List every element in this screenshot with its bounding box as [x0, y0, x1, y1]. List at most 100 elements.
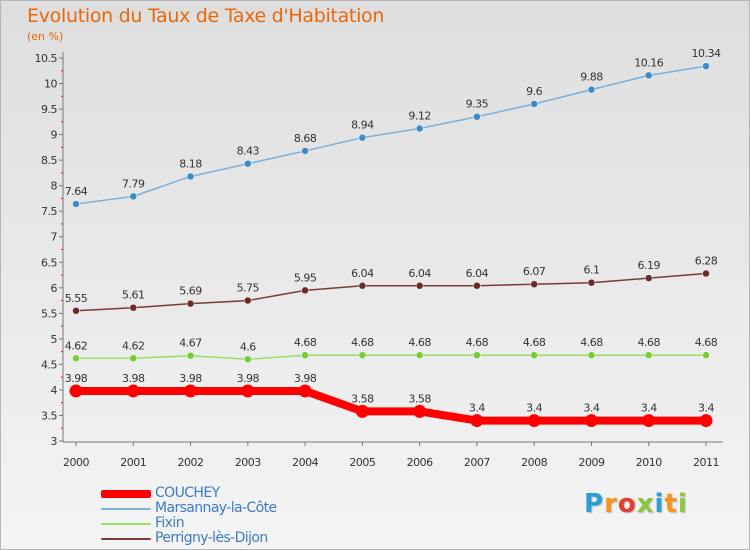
data-label: 3.98 [237, 372, 260, 385]
data-label: 6.04 [351, 267, 374, 280]
logo-letter: i [677, 489, 688, 519]
data-point [642, 414, 656, 428]
data-point [186, 299, 195, 308]
data-point [298, 384, 312, 398]
data-point [129, 303, 138, 312]
data-point [355, 404, 369, 418]
data-point [473, 112, 481, 121]
data-label: 9.12 [408, 109, 431, 122]
series-line [75, 272, 707, 312]
data-label: 3.98 [65, 372, 88, 385]
x-tick-label: 2011 [693, 456, 719, 469]
y-tick-label: 8.5 [41, 154, 57, 167]
chart-axes: 3 3.5 4 4.5 5 5.5 6 6.5 7 7.5 8 8.5 9 9.5 10 10.5 2000 20… [35, 52, 723, 469]
data-point [530, 280, 538, 288]
data-label: 6.28 [695, 255, 718, 268]
data-point [358, 133, 367, 142]
data-label: 8.18 [179, 157, 202, 170]
y-tick-label: 9 [51, 129, 58, 142]
series-line [75, 354, 707, 361]
chart-title: Evolution du Taux de Taxe d'Habitation [27, 5, 385, 27]
series-marsannay-la-cote: 7.64 7.79 8.18 8.43 8.68 8.94 9.12 9.35 9.6 9.88 1… [65, 47, 721, 208]
series-line [75, 65, 707, 205]
data-point [415, 124, 424, 133]
data-label: 4.68 [580, 336, 603, 349]
data-point [530, 351, 538, 359]
legend-swatch [101, 522, 151, 525]
data-point [358, 351, 367, 359]
data-point [587, 351, 596, 359]
data-label: 5.69 [179, 285, 202, 298]
data-label: 3.98 [122, 372, 145, 385]
data-label: 3.98 [179, 372, 202, 385]
data-label: 5.95 [294, 271, 317, 284]
legend-label: Marsannay-la-Côte [155, 500, 277, 516]
x-tick-label: 2000 [63, 456, 89, 469]
series-layer: 7.64 7.79 8.18 8.43 8.68 8.94 9.12 9.35 9.6 9.88 1… [65, 47, 721, 428]
data-point [530, 100, 538, 108]
legend-item: Marsannay-la-Côte [101, 500, 277, 516]
data-label: 4.68 [408, 336, 431, 349]
data-point [129, 192, 138, 201]
data-label: 5.55 [65, 292, 88, 305]
y-tick-label: 5.5 [41, 307, 57, 320]
data-point [702, 351, 710, 359]
data-label: 7.79 [122, 177, 145, 190]
series-line [72, 386, 710, 425]
data-point [473, 351, 481, 359]
data-point [699, 414, 713, 428]
data-point [702, 62, 710, 70]
data-point [644, 351, 653, 359]
y-tick-label: 6.5 [41, 256, 57, 269]
data-label: 9.35 [466, 98, 489, 111]
legend-label: Fixin [155, 515, 185, 531]
logo-letter: x [636, 489, 655, 519]
x-tick-label: 2001 [120, 456, 146, 469]
data-label: 6.07 [523, 265, 546, 278]
data-label: 4.68 [695, 336, 718, 349]
data-label: 3.4 [641, 402, 657, 415]
data-point [301, 147, 309, 155]
x-tick-label: 2004 [292, 456, 318, 469]
data-point [129, 354, 138, 363]
legend-swatch [101, 537, 151, 540]
data-point [584, 414, 598, 428]
logo-letter: r [604, 489, 618, 519]
logo-letter: t [664, 489, 678, 519]
data-point [69, 384, 83, 398]
data-label: 4.68 [523, 336, 546, 349]
data-point [415, 282, 424, 290]
legend-item: Perrigny-lès-Dijon [101, 531, 276, 546]
data-point [72, 354, 80, 363]
legend-item: COUCHEY [101, 486, 276, 501]
data-point [358, 282, 367, 290]
y-tick-label: 4 [51, 384, 58, 397]
logo-letter: P [584, 489, 605, 519]
data-label: 10.34 [692, 47, 721, 60]
y-tick-label: 10 [44, 78, 57, 91]
data-point [301, 286, 309, 295]
data-point [527, 414, 541, 428]
data-label: 8.43 [237, 145, 260, 158]
legend-swatch [101, 507, 151, 510]
series-perrigny-les-dijon: 5.55 5.61 5.69 5.75 5.95 6.04 6.04 6.04 6.07 6.1 6… [65, 255, 718, 315]
data-label: 4.68 [466, 336, 489, 349]
y-tick-label: 6 [51, 282, 58, 295]
x-tick-label: 2010 [636, 456, 662, 469]
data-point [244, 296, 252, 305]
data-point [644, 71, 653, 80]
data-point [186, 351, 195, 360]
data-label: 4.67 [179, 337, 202, 350]
x-tick-label: 2008 [521, 456, 547, 469]
data-label: 4.68 [351, 336, 374, 349]
data-point [587, 85, 596, 94]
x-tick-label: 2005 [349, 456, 375, 469]
logo-letter: i [654, 489, 665, 519]
data-label: 6.04 [408, 267, 431, 280]
y-tick-label: 3 [51, 435, 58, 448]
data-point [244, 355, 252, 364]
data-label: 3.4 [526, 402, 542, 415]
y-tick-label: 9.5 [41, 103, 57, 116]
